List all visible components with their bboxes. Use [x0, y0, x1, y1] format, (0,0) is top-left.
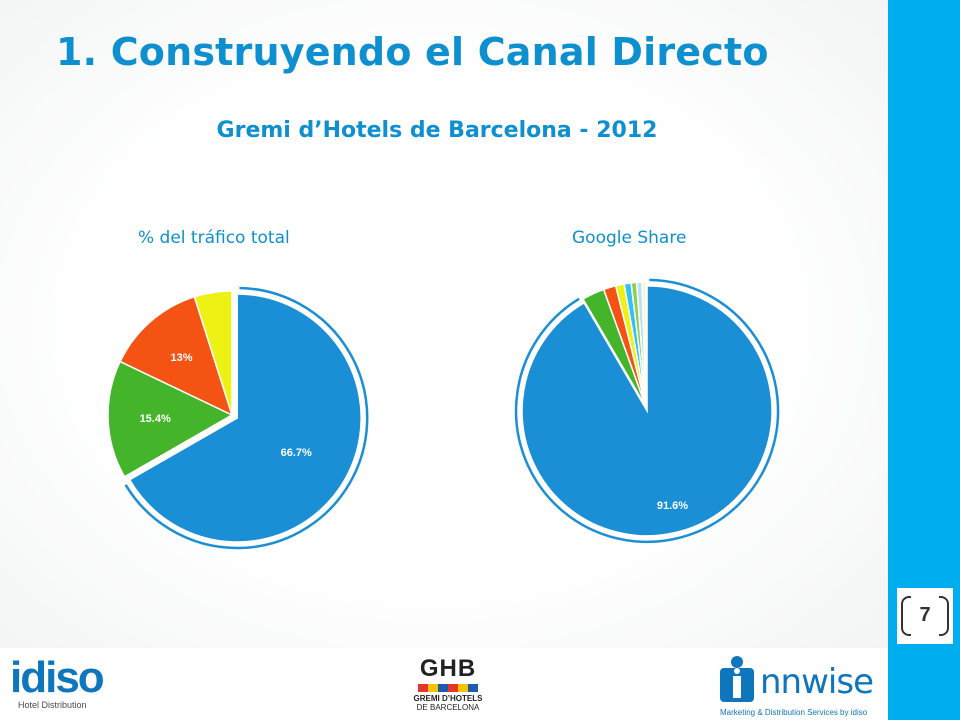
idiso-logo: idiso Hotel Distribution — [10, 656, 103, 710]
traffic-pie-slice-2-label: 13% — [171, 352, 193, 364]
page-number-box: 7 — [897, 588, 953, 644]
google-pie-slice-0 — [522, 286, 772, 536]
traffic-pie-slice-1-label: 15.4% — [140, 413, 171, 425]
ghb-logo-line2: DE BARCELONA — [408, 703, 488, 712]
chart-title-google-share: Google Share — [572, 228, 686, 248]
innwise-logo-tagline: Marketing & Distribution Services by idi… — [720, 708, 867, 717]
page-title: 1. Construyendo el Canal Directo — [56, 30, 769, 74]
slide-subtitle: Gremi d’Hotels de Barcelona - 2012 — [0, 118, 874, 143]
google-pie-slice-0-label: 91.6% — [657, 500, 688, 512]
innwise-logo-text: nnwise — [760, 662, 873, 702]
traffic-pie-slice-0-label: 66.7% — [281, 447, 312, 459]
idiso-logo-text: idiso — [10, 656, 103, 700]
ghb-logo-text: GHB — [408, 656, 488, 682]
chart-title-traffic: % del tráfico total — [138, 228, 290, 248]
page-number: 7 — [897, 604, 953, 627]
pie-chart-google-share: 91.6% — [510, 270, 785, 545]
ghb-logo-line1: GREMI D’HOTELS — [408, 694, 488, 703]
ghb-logo-stripes — [408, 684, 488, 692]
pie-chart-traffic: 66.7% 15.4% 13% — [100, 270, 370, 550]
ghb-logo: GHB GREMI D’HOTELS DE BARCELONA — [408, 656, 488, 712]
innwise-logo-mark-icon — [716, 654, 758, 706]
